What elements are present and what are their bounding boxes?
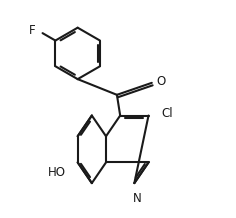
Text: HO: HO <box>48 166 66 179</box>
Text: N: N <box>133 192 142 205</box>
Text: F: F <box>29 24 35 37</box>
Text: O: O <box>157 75 166 88</box>
Text: Cl: Cl <box>162 107 173 120</box>
